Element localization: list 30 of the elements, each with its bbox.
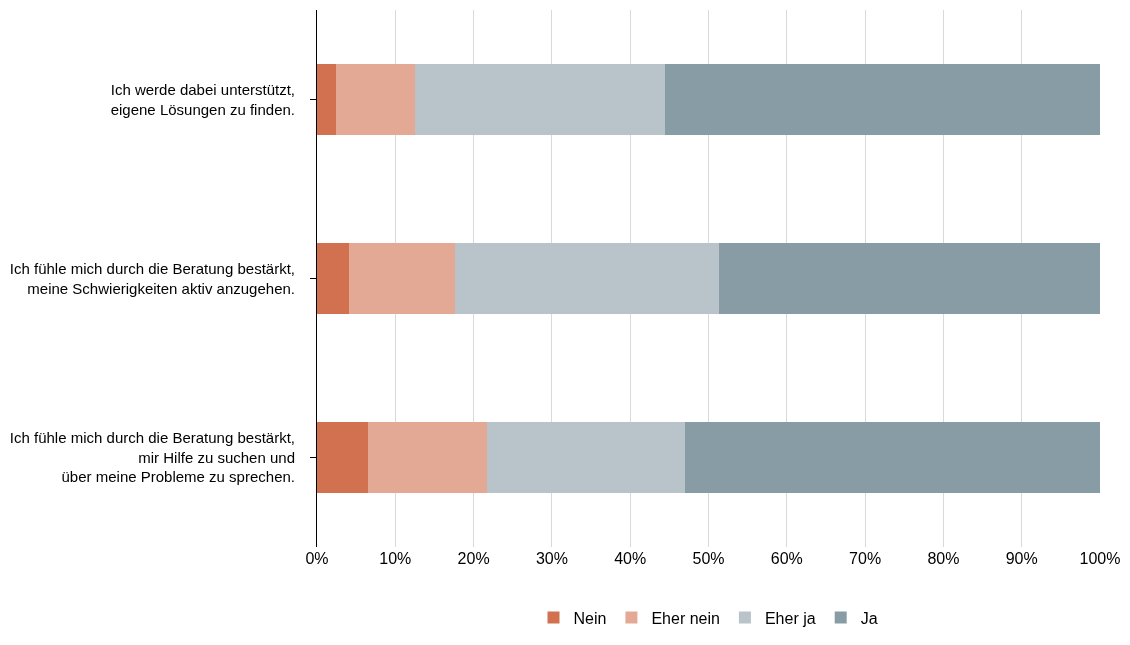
- legend-label: Eher ja: [764, 609, 816, 627]
- bar: [335, 63, 415, 136]
- x-tick-label: 60%: [770, 550, 803, 567]
- legend-label: Eher nein: [651, 609, 720, 627]
- bar: [486, 421, 686, 494]
- x-tick-label: 30%: [535, 550, 568, 567]
- x-tick-label: 0%: [305, 550, 329, 567]
- bar: [367, 421, 487, 494]
- y-tick-label: Ich fühle mich durch die Beratung bestärkt, meine Schwierigkeiten aktiv anzugehen.: [9, 260, 295, 297]
- legend-label: Nein: [573, 609, 607, 627]
- y-tick-label: Ich fühle mich durch die Beratung bestärkt, mir Hilfe zu suchen und über meine Probleme zu sprechen.: [9, 429, 295, 486]
- x-tick-label: 40%: [614, 550, 647, 567]
- bar: [349, 242, 455, 315]
- x-tick-label: 50%: [692, 550, 725, 567]
- x-tick-label: 90%: [1005, 550, 1038, 567]
- bar: [718, 242, 1100, 315]
- x-tick-label: 100%: [1079, 550, 1121, 567]
- bar: [454, 242, 719, 315]
- legend-label: Ja: [860, 609, 878, 627]
- bar: [665, 63, 1100, 136]
- bar: [317, 421, 368, 494]
- x-tick-label: 80%: [927, 550, 960, 567]
- bar: [317, 242, 350, 315]
- x-tick-label: 70%: [849, 550, 882, 567]
- y-tick-label: Ich werde dabei unterstützt, eigene Lösungen zu finden.: [110, 81, 295, 118]
- bar: [414, 63, 666, 136]
- bar: [317, 63, 336, 136]
- bar: [685, 421, 1100, 494]
- x-tick-label: 10%: [379, 550, 412, 567]
- x-tick-label: 20%: [457, 550, 490, 567]
